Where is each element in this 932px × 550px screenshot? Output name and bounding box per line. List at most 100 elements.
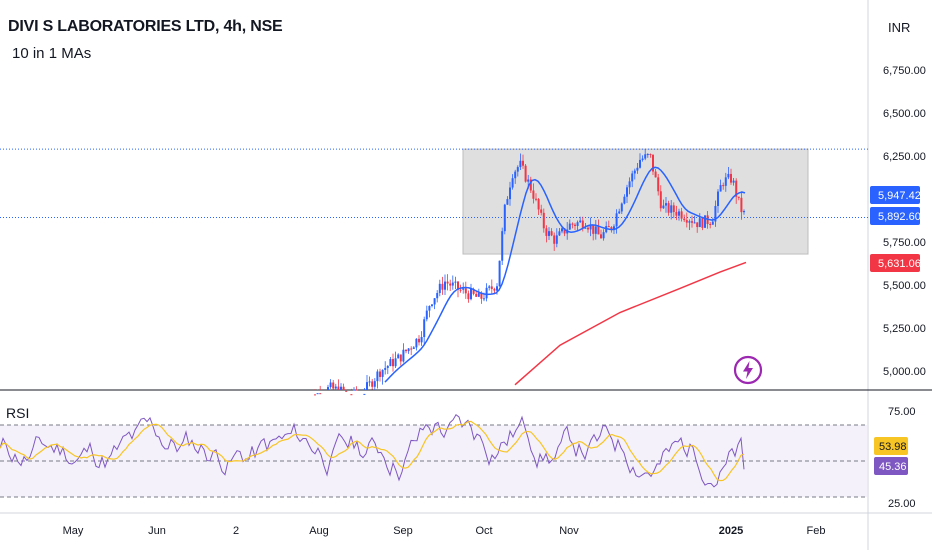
candle-body — [657, 177, 660, 192]
candle-body — [516, 167, 519, 172]
candle-body — [488, 286, 491, 288]
rsi-ma-line — [0, 420, 745, 482]
candle-body — [431, 304, 433, 306]
candle-body — [576, 222, 579, 226]
candle-body — [631, 173, 634, 182]
candle-body — [371, 381, 374, 387]
price-tick-label: 5,250.00 — [883, 323, 926, 335]
candle-body — [545, 228, 548, 236]
candle-body — [519, 160, 522, 168]
time-tick-label: Feb — [807, 525, 826, 537]
time-tick-label: 2025 — [719, 525, 743, 537]
candle-body — [639, 159, 641, 168]
candle-body — [722, 185, 725, 187]
candle-body — [397, 354, 400, 359]
candle-body — [316, 393, 319, 395]
candle-body — [366, 382, 368, 390]
candle-body — [462, 288, 465, 290]
candle-body — [379, 371, 381, 377]
candle-body — [540, 209, 543, 213]
candle-body — [667, 203, 670, 213]
candle-body — [550, 231, 553, 236]
candle-body — [384, 367, 387, 370]
candle-body — [355, 389, 358, 391]
candle-body — [405, 349, 407, 352]
candle-body — [652, 154, 654, 172]
candle-body — [477, 292, 480, 297]
candle-body — [636, 167, 639, 171]
price-badge — [870, 254, 920, 272]
candle-body — [483, 298, 485, 300]
candle-body — [514, 171, 517, 179]
candle-body — [490, 286, 493, 290]
candle-body — [654, 171, 657, 178]
candle-body — [472, 288, 475, 294]
candle-body — [685, 220, 688, 223]
candle-body — [535, 198, 537, 200]
candle-body — [678, 211, 680, 216]
candle-body — [623, 196, 626, 204]
candle-body — [665, 203, 667, 206]
time-tick-label: Jun — [148, 525, 166, 537]
candle-body — [332, 382, 335, 389]
rsi-tick-label: 25.00 — [888, 498, 916, 510]
candle-body — [485, 287, 488, 299]
candle-body — [628, 181, 631, 188]
candle-body — [425, 310, 428, 320]
candle-body — [548, 231, 550, 236]
candle-body — [457, 281, 459, 290]
candle-body — [600, 234, 602, 239]
candle-body — [714, 206, 717, 222]
candle-body — [537, 199, 540, 210]
candle-body — [524, 165, 527, 182]
time-tick-label: Aug — [309, 525, 329, 537]
rsi-line — [0, 413, 745, 488]
lightning-icon[interactable] — [733, 355, 763, 385]
candle-body — [680, 211, 683, 219]
candle-body — [376, 371, 379, 382]
candle-body — [568, 223, 571, 230]
candle-body — [350, 394, 353, 396]
candle-body — [319, 393, 322, 395]
candle-body — [553, 235, 556, 244]
candle-body — [597, 226, 600, 235]
candle-body — [584, 227, 587, 229]
candle-body — [717, 191, 719, 207]
candle-body — [353, 389, 355, 391]
candle-body — [407, 348, 410, 352]
candle-body — [373, 381, 376, 387]
price-badge-label: 5,947.42 — [878, 190, 921, 202]
candle-body — [394, 358, 397, 367]
candle-body — [480, 292, 483, 299]
candle-body — [743, 211, 745, 213]
price-badge-label: 5,892.60 — [878, 211, 921, 223]
indicator-label[interactable]: 10 in 1 MAs — [12, 45, 92, 62]
candle-body — [719, 185, 722, 192]
candle-body — [740, 197, 743, 213]
candle-body — [389, 359, 392, 367]
candle-body — [459, 289, 462, 291]
candle-body — [451, 282, 454, 286]
candle-body — [522, 160, 524, 166]
candle-body — [607, 226, 610, 228]
time-tick-label: May — [63, 525, 84, 537]
candle-body — [496, 286, 498, 291]
currency-label[interactable]: INR — [888, 20, 911, 35]
candle-body — [633, 170, 636, 174]
candle-body — [392, 359, 394, 367]
candle-body — [581, 220, 584, 228]
candle-body — [446, 281, 449, 284]
candle-body — [688, 221, 691, 223]
candle-body — [659, 191, 662, 209]
price-badge-label: 5,631.06 — [878, 258, 921, 270]
candle-body — [340, 386, 342, 390]
candle-body — [587, 227, 589, 230]
candle-body — [735, 180, 738, 197]
rsi-label[interactable]: RSI — [6, 405, 30, 421]
candle-body — [412, 347, 415, 349]
candle-body — [704, 215, 706, 228]
candle-body — [399, 354, 402, 362]
ma-slow-line — [514, 261, 747, 386]
candle-body — [532, 190, 535, 199]
